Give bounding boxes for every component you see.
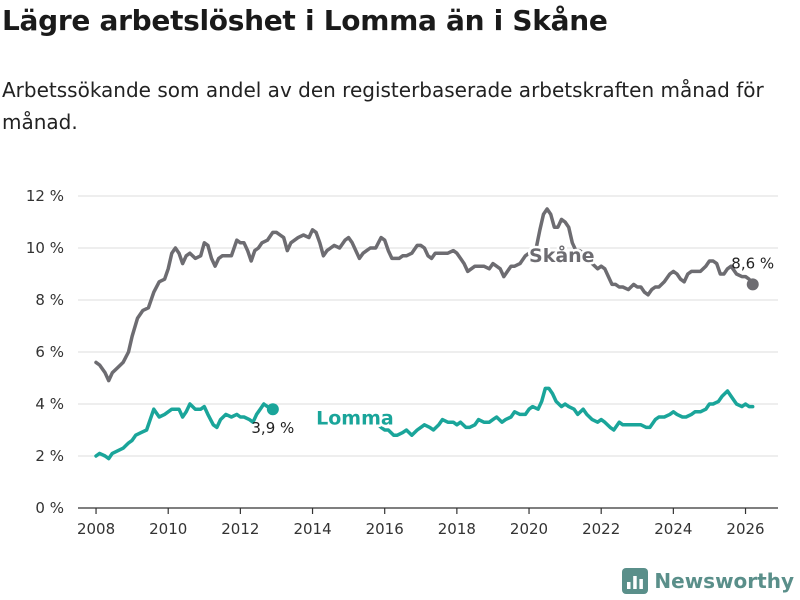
page-subtitle: Arbetssökande som andel av den registerb… [2,78,764,134]
x-tick-label: 2014 [293,520,331,538]
series-line-lomma [355,386,755,437]
bar-chart-logo-icon [622,568,649,594]
x-tick-label: 2022 [582,520,620,538]
y-tick-label: 12 % [26,187,64,205]
end-point-lomma [266,403,279,416]
y-tick-label: 2 % [35,447,64,465]
x-tick-label: 2010 [149,520,187,538]
series-line-lomma [94,402,275,461]
y-tick-label: 4 % [35,395,64,413]
y-tick-label: 0 % [35,499,64,517]
label-layer: 8,6 % 3,9 % Skåne Lomma [251,240,774,437]
axis-layer: 0 % 2 % 4 % 6 % 8 % 10 % 12 % 2008 2010 2012 2014 2… [26,187,778,538]
end-value-label-skane: 8,6 % [731,254,774,272]
page-title: Lägre arbetslöshet i Lomma än i Skåne [2,4,608,37]
series-line-skane [94,207,755,383]
x-tick-label: 2012 [221,520,259,538]
x-tick-label: 2024 [654,520,692,538]
x-tick-label: 2020 [510,520,548,538]
brand-name: Newsworthy [654,569,794,593]
end-point-skane [746,278,759,291]
x-tick-label: 2008 [77,520,115,538]
x-tick-label: 2018 [438,520,476,538]
end-value-label-lomma: 3,9 % [251,419,294,437]
series-label-skane: Skåne [529,243,595,267]
series-label-lomma: Lomma [316,407,394,429]
series-layer [94,207,759,461]
x-tick-label: 2016 [366,520,404,538]
y-tick-label: 8 % [35,291,64,309]
grid-layer [78,195,778,457]
x-tick-label: 2026 [726,520,764,538]
y-tick-label: 10 % [26,239,64,257]
y-tick-label: 6 % [35,343,64,361]
brand: Newsworthy [622,568,794,594]
